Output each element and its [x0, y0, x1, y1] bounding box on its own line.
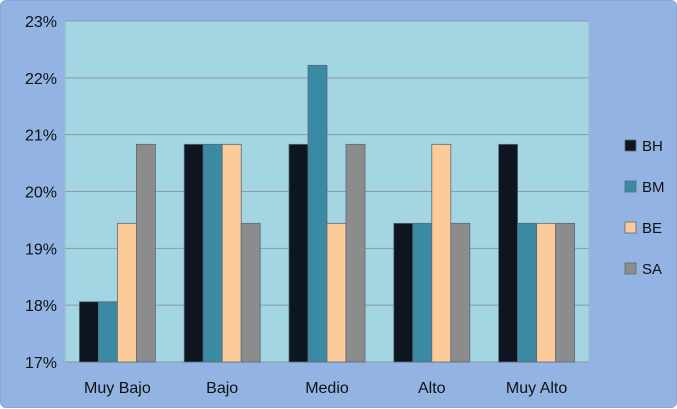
bar-bh-muy-alto: [498, 143, 519, 363]
y-tick-label: 19%: [25, 241, 57, 258]
legend-label-be: BE: [642, 220, 662, 237]
bar-bh-bajo: [183, 143, 204, 363]
x-tick-label: Muy Alto: [506, 380, 567, 397]
legend-swatch-bh: [624, 139, 637, 152]
y-tick-label: 22%: [25, 71, 57, 88]
bar-sa-muy-alto: [555, 222, 575, 363]
legend-swatch-sa: [624, 262, 637, 275]
bar-bh-muy-bajo: [79, 301, 99, 363]
bar-be-muy-bajo: [117, 222, 137, 363]
y-tick-label: 23%: [25, 14, 57, 31]
legend-label-sa: SA: [642, 261, 662, 278]
bar-sa-alto: [450, 222, 471, 363]
legend-swatch-bm: [624, 180, 637, 193]
y-tick-label: 18%: [25, 298, 57, 315]
legend-label-bh: BH: [642, 138, 663, 155]
bar-sa-muy-bajo: [135, 143, 156, 363]
x-tick-label: Bajo: [206, 380, 238, 397]
y-tick-label: 17%: [25, 355, 57, 372]
x-tick-label: Medio: [305, 380, 349, 397]
bars: [79, 64, 575, 363]
bar-sa-medio: [345, 143, 366, 363]
legend-label-bm: BM: [642, 179, 665, 196]
bar-bm-alto: [412, 222, 433, 363]
y-axis-ticks: 17% 18% 19% 20% 21% 22% 23%: [25, 14, 57, 372]
y-tick-label: 20%: [25, 185, 57, 202]
bar-bm-muy-bajo: [98, 301, 118, 363]
legend-swatch-be: [624, 221, 637, 234]
bar-be-bajo: [221, 143, 242, 363]
bar-bm-medio: [307, 64, 328, 363]
bar-sa-bajo: [240, 222, 261, 363]
y-tick-label: 21%: [25, 128, 57, 145]
legend: BH BM BE SA: [624, 138, 665, 278]
x-axis-ticks: Muy Bajo Bajo Medio Alto Muy Alto: [84, 380, 567, 397]
x-tick-label: Muy Bajo: [84, 380, 151, 397]
bar-bm-bajo: [202, 143, 223, 363]
bar-bh-medio: [288, 143, 309, 363]
bar-bh-alto: [393, 222, 414, 363]
bar-be-muy-alto: [536, 222, 556, 363]
bar-be-medio: [326, 222, 347, 363]
bar-bm-muy-alto: [517, 222, 537, 363]
bar-be-alto: [431, 143, 452, 363]
x-tick-label: Alto: [418, 380, 446, 397]
